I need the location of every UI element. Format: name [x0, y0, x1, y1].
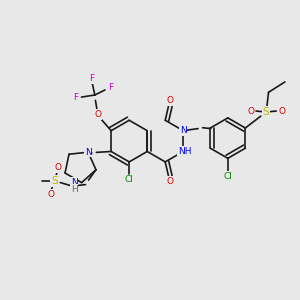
Text: F: F	[89, 74, 94, 83]
Text: H: H	[71, 185, 78, 194]
Text: F: F	[108, 83, 113, 92]
Text: N: N	[85, 148, 92, 157]
Text: S: S	[263, 107, 269, 117]
Text: Cl: Cl	[125, 175, 134, 184]
Text: S: S	[51, 176, 58, 186]
Text: O: O	[166, 177, 173, 186]
Text: O: O	[54, 163, 61, 172]
Text: O: O	[278, 106, 285, 116]
Text: O: O	[94, 110, 101, 119]
Text: NH: NH	[178, 147, 191, 156]
Text: O: O	[47, 190, 54, 199]
Text: Cl: Cl	[224, 172, 232, 181]
Text: N: N	[180, 126, 187, 135]
Text: F: F	[73, 94, 78, 103]
Text: O: O	[166, 97, 173, 106]
Text: O: O	[247, 106, 254, 116]
Text: N: N	[71, 178, 78, 187]
